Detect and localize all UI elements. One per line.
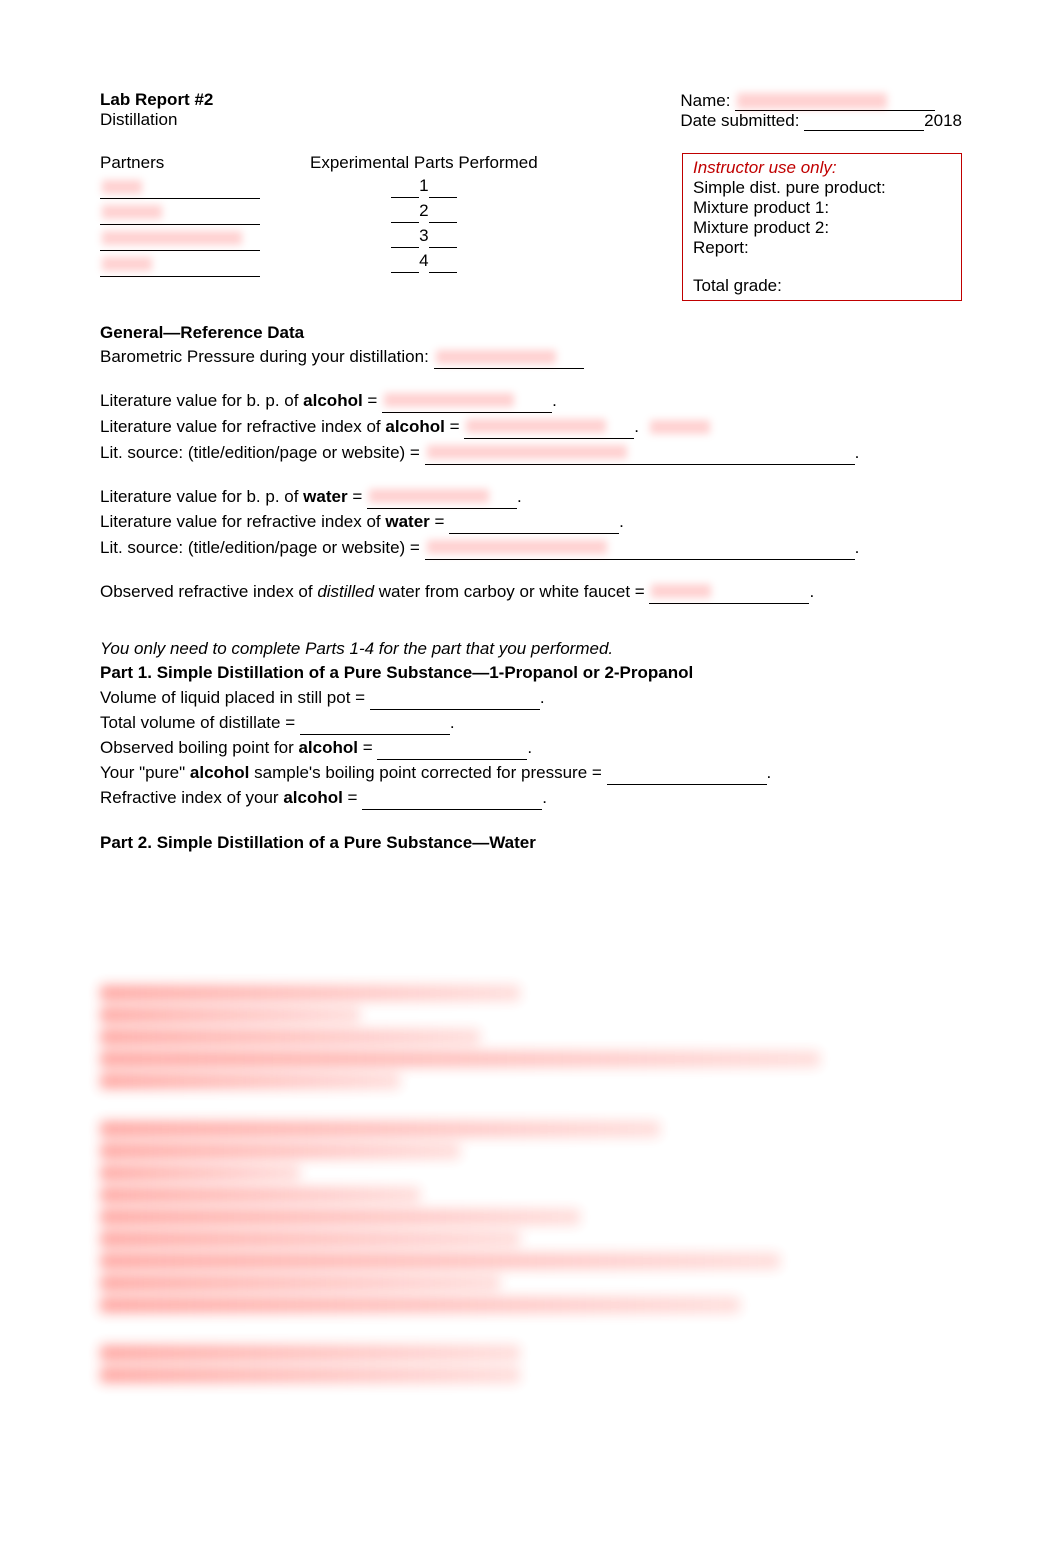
instructor-heading: Instructor use only: [693,158,951,178]
source-label: Lit. source: (title/edition/page or webs… [100,538,425,557]
partner-blank [100,227,260,251]
instructor-row: Mixture product 2: [693,218,951,238]
date-label: Date submitted: [680,111,799,130]
obs-bp-blank [377,759,527,760]
baro-label: Barometric Pressure during your distilla… [100,347,429,366]
total-vol-blank [300,734,450,735]
baro-line: Barometric Pressure during your distilla… [100,345,962,369]
equals: = [363,391,382,410]
instructor-row: Report: [693,238,951,258]
general-section: General—Reference Data Barometric Pressu… [100,323,962,604]
ri-alcohol-blank [464,415,634,439]
instructor-box: Instructor use only: Simple dist. pure p… [682,153,962,301]
corrected-label: Your "pure" [100,763,190,782]
corrected-blank [607,784,767,785]
equals: = [358,738,377,757]
ri-water-label: Literature value for refractive index of [100,512,385,531]
part-num: 3 [419,226,428,245]
part-num: 2 [419,201,428,220]
date-year: 2018 [924,111,962,130]
distilled-word: distilled [317,582,374,601]
obs-bp-line: Observed boiling point for alcohol = . [100,737,962,760]
corrected-line: Your "pure" alcohol sample's boiling poi… [100,762,962,785]
part2-title: Part 2. Simple Distillation of a Pure Su… [100,832,962,855]
instructor-row: Mixture product 1: [693,198,951,218]
report-subtitle: Distillation [100,110,213,130]
instructor-row: Simple dist. pure product: [693,178,951,198]
ri-your-line: Refractive index of your alcohol = . [100,787,962,810]
ri-alcohol-line: Literature value for refractive index of… [100,415,962,439]
alcohol-word: alcohol [190,763,250,782]
header-left: Lab Report #2 Distillation [100,90,213,131]
observed-ri-label: Observed refractive index of [100,582,317,601]
observed-ri-line: Observed refractive index of distilled w… [100,580,962,604]
ri-alcohol-label: Literature value for refractive index of [100,417,385,436]
parts-note: You only need to complete Parts 1-4 for … [100,638,962,661]
equals: = [348,487,367,506]
ri-water-blank [449,533,619,534]
bp-alcohol-line: Literature value for b. p. of alcohol = … [100,389,962,413]
alcohol-word: alcohol [283,788,343,807]
partners-label: Partners [100,153,260,173]
parts-section: You only need to complete Parts 1-4 for … [100,638,962,856]
partner-blank [100,253,260,277]
corrected-tail: sample's boiling point corrected for pre… [249,763,606,782]
part1-title: Part 1. Simple Distillation of a Pure Su… [100,662,962,685]
date-blank [804,130,924,131]
partner-blank [100,175,260,199]
experimental-col: Experimental Parts Performed 1 2 3 4 [310,153,538,279]
total-vol-label: Total volume of distillate = [100,713,300,732]
name-label: Name: [680,91,730,110]
alcohol-word: alcohol [303,391,363,410]
baro-blank [434,345,584,369]
partners-col: Partners [100,153,260,279]
source-water-line: Lit. source: (title/edition/page or webs… [100,536,962,560]
bp-water-blank [367,485,517,509]
equals: = [430,512,449,531]
bp-water-label: Literature value for b. p. of [100,487,303,506]
water-word: water [303,487,347,506]
experimental-label: Experimental Parts Performed [310,153,538,173]
partners-block: Partners Experimental Parts Performed 1 … [100,153,538,279]
report-title: Lab Report #2 [100,90,213,110]
equals: = [445,417,464,436]
ri-your-label: Refractive index of your [100,788,283,807]
bp-water-line: Literature value for b. p. of water = . [100,485,962,509]
source-water-blank [425,536,855,560]
source-label: Lit. source: (title/edition/page or webs… [100,443,425,462]
instructor-total: Total grade: [693,276,951,296]
vol-liquid-line: Volume of liquid placed in still pot = . [100,687,962,710]
general-heading: General—Reference Data [100,323,962,343]
water-word: water [385,512,429,531]
partner-blank [100,201,260,225]
equals: = [343,788,362,807]
header-right: Name: Date submitted: 2018 [680,90,962,131]
observed-ri-blank [649,580,809,604]
name-line: Name: [680,90,962,111]
info-row: Partners Experimental Parts Performed 1 … [100,153,962,301]
total-vol-line: Total volume of distillate = . [100,712,962,735]
vol-liquid-blank [370,709,540,710]
blurred-content [100,985,962,1383]
part-num: 4 [419,251,428,270]
part-num: 1 [419,176,428,195]
date-line: Date submitted: 2018 [680,111,962,131]
ri-water-line: Literature value for refractive index of… [100,511,962,534]
alcohol-word: alcohol [385,417,445,436]
bp-alcohol-blank [382,389,552,413]
source-alcohol-blank [425,441,855,465]
observed-ri-tail: water from carboy or white faucet = [374,582,649,601]
header-row: Lab Report #2 Distillation Name: Date su… [100,90,962,131]
source-alcohol-line: Lit. source: (title/edition/page or webs… [100,441,962,465]
alcohol-word: alcohol [298,738,358,757]
obs-bp-label: Observed boiling point for [100,738,298,757]
name-blank [735,90,935,111]
bp-alcohol-label: Literature value for b. p. of [100,391,303,410]
vol-liquid-label: Volume of liquid placed in still pot = [100,688,370,707]
ri-your-blank [362,809,542,810]
